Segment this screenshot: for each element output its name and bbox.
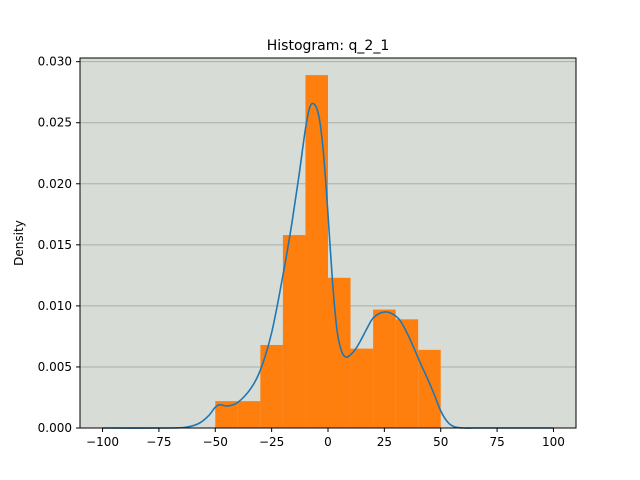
y-tick-label: 0.020: [38, 177, 72, 191]
histogram-bar: [260, 344, 283, 428]
x-tick-label: −50: [203, 435, 228, 449]
histogram-bar: [282, 235, 306, 428]
y-axis: 0.000 0.005 0.010 0.015 0.020 0.025 0.030: [38, 55, 80, 435]
histogram-bar: [418, 349, 441, 428]
y-tick-label: 0.025: [38, 116, 72, 130]
x-tick-label: −25: [259, 435, 284, 449]
histogram-bar: [395, 319, 419, 428]
x-axis: −100 −75 −50 −25 0 25 50 75 100: [86, 428, 565, 449]
chart-title: Histogram: q_2_1: [267, 38, 390, 54]
x-tick-label: 100: [542, 435, 565, 449]
x-tick-label: −75: [146, 435, 171, 449]
x-tick-label: −100: [86, 435, 119, 449]
kde-curve: [102, 102, 554, 429]
histogram-bar: [373, 309, 396, 428]
y-tick-label: 0.005: [38, 360, 72, 374]
histogram-bar: [350, 348, 374, 428]
x-tick-label: 0: [324, 435, 332, 449]
histogram-bar: [215, 401, 238, 428]
x-tick-label: 50: [433, 435, 448, 449]
y-tick-label: 0.015: [38, 238, 72, 252]
histogram-bar: [237, 401, 261, 428]
y-tick-label: 0.000: [38, 421, 72, 435]
histogram-bar: [305, 75, 328, 429]
y-tick-label: 0.010: [38, 299, 72, 313]
y-tick-label: 0.030: [38, 55, 72, 69]
histogram-bar: [328, 277, 351, 428]
x-tick-label: 25: [377, 435, 392, 449]
y-axis-label: Density: [12, 220, 26, 266]
x-tick-label: 75: [489, 435, 504, 449]
